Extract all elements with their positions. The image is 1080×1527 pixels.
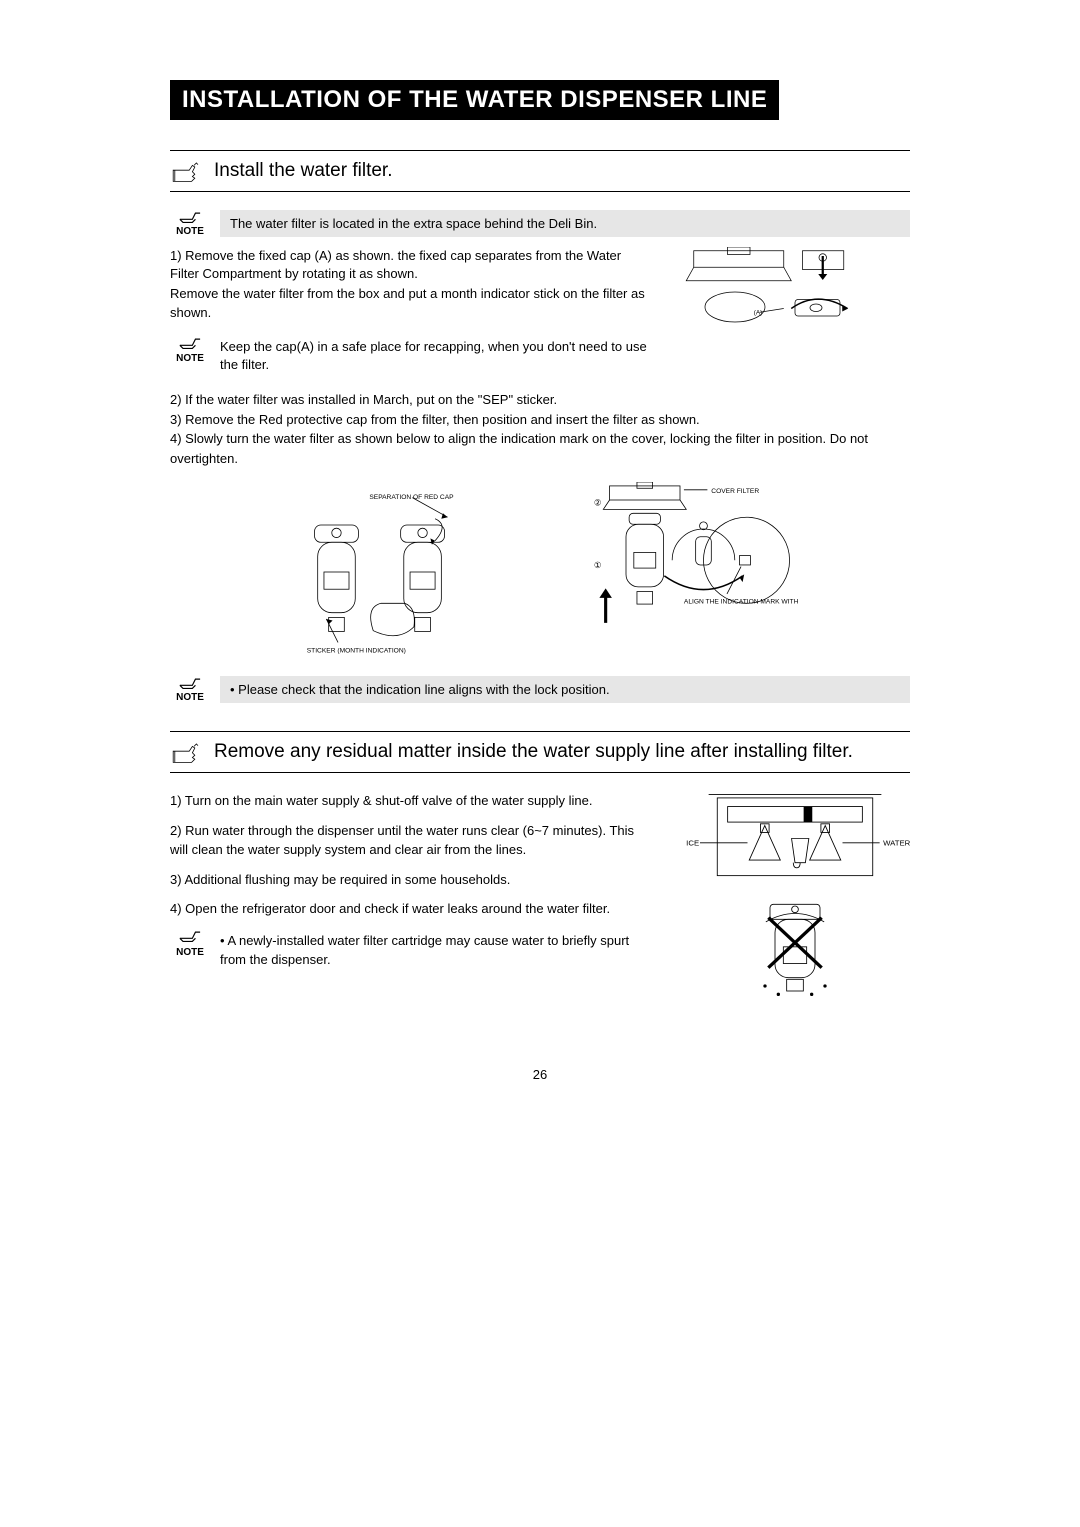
note-3-label: NOTE — [170, 676, 210, 703]
note-4-label: NOTE — [170, 929, 210, 960]
steps-2-4: 2) If the water filter was installed in … — [170, 390, 910, 468]
svg-text:(A): (A) — [754, 310, 762, 317]
note-2: NOTE Keep the cap(A) in a safe place for… — [170, 336, 650, 376]
diagram-filter-right: COVER FILTER ② ① ALIGN THE — [560, 482, 800, 662]
diagram-compartment: (A) — [670, 247, 860, 337]
note-3: NOTE • Please check that the indication … — [170, 676, 910, 703]
section-1-header: Install the water filter. — [170, 150, 910, 192]
svg-text:②: ② — [594, 498, 602, 508]
section-2-title: Remove any residual matter inside the wa… — [214, 741, 853, 763]
diagram-filter-left: SEPARATION OF RED CAP — [280, 482, 490, 662]
svg-text:WATER: WATER — [883, 839, 910, 848]
note-1: NOTE The water filter is located in the … — [170, 210, 910, 237]
step-4: 4) Slowly turn the water filter as shown… — [170, 429, 910, 468]
svg-text:①: ① — [594, 560, 602, 570]
note-icon — [178, 336, 202, 350]
section-2-body: 1) Turn on the main water supply & shut-… — [170, 791, 910, 1001]
note-3-text: • Please check that the indication line … — [220, 676, 910, 703]
step-2: 2) If the water filter was installed in … — [170, 390, 910, 410]
section-2-diagrams: ICE WATER — [680, 791, 910, 1001]
note-icon — [178, 676, 202, 690]
note-2-label: NOTE — [170, 336, 210, 366]
s2-step-1: 1) Turn on the main water supply & shut-… — [170, 791, 650, 811]
filter-diagrams: SEPARATION OF RED CAP — [170, 482, 910, 662]
pointing-hand-icon — [170, 159, 202, 183]
s2-step-4: 4) Open the refrigerator door and check … — [170, 899, 650, 919]
note-4-text: • A newly-installed water filter cartrid… — [220, 929, 650, 972]
s2-step-3: 3) Additional flushing may be required i… — [170, 870, 650, 890]
s2-step-2: 2) Run water through the dispenser until… — [170, 821, 650, 860]
svg-text:ICE: ICE — [686, 839, 699, 848]
step-3: 3) Remove the Red protective cap from th… — [170, 410, 910, 430]
section-2-steps: 1) Turn on the main water supply & shut-… — [170, 791, 650, 1001]
step-1-text: 1) Remove the fixed cap (A) as shown. th… — [170, 247, 650, 376]
pointing-hand-icon — [170, 740, 202, 764]
diagram-dispenser: ICE WATER — [680, 791, 910, 886]
page-title-bar: INSTALLATION OF THE WATER DISPENSER LINE — [170, 80, 779, 120]
note-icon — [178, 929, 202, 943]
svg-text:COVER FILTER: COVER FILTER — [711, 488, 759, 495]
svg-text:SEPARATION OF RED CAP: SEPARATION OF RED CAP — [369, 494, 454, 501]
manual-page: INSTALLATION OF THE WATER DISPENSER LINE… — [0, 0, 1080, 1527]
diagram-filter-no-tighten — [745, 901, 845, 1001]
note-1-text: The water filter is located in the extra… — [220, 210, 910, 237]
step-1-block: 1) Remove the fixed cap (A) as shown. th… — [170, 247, 910, 376]
note-4: NOTE • A newly-installed water filter ca… — [170, 929, 650, 972]
page-number: 26 — [533, 1067, 547, 1082]
note-2-text: Keep the cap(A) in a safe place for reca… — [220, 336, 650, 376]
svg-text:STICKER (MONTH INDICATION): STICKER (MONTH INDICATION) — [307, 648, 406, 655]
section-1-title: Install the water filter. — [214, 160, 392, 182]
section-2-header: Remove any residual matter inside the wa… — [170, 731, 910, 773]
svg-text:ALIGN THE INDICATION MARK WITH: ALIGN THE INDICATION MARK WITH LOCK POSI… — [684, 598, 800, 605]
note-icon — [178, 210, 202, 224]
note-1-label: NOTE — [170, 210, 210, 237]
